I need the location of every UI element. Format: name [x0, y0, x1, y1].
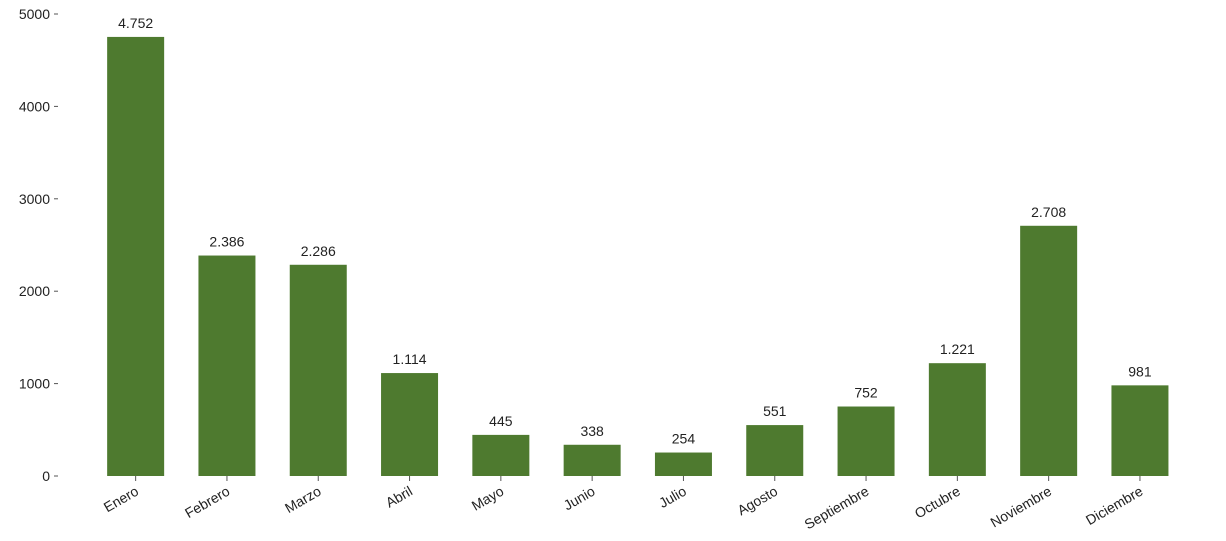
category-label: Abril [383, 483, 415, 511]
data-label: 254 [672, 431, 696, 447]
data-label: 551 [763, 403, 787, 419]
y-tick-label: 5000 [19, 6, 50, 22]
y-tick-label: 4000 [19, 98, 50, 114]
bar-septiembre [837, 406, 895, 476]
category-label: Octubre [912, 483, 963, 522]
data-label: 1.221 [940, 341, 975, 357]
bar-marzo [289, 264, 347, 476]
category-label: Julio [656, 483, 689, 511]
data-label: 445 [489, 413, 513, 429]
category-label: Febrero [182, 483, 233, 521]
data-labels: 4.752 2.386 2.286 1.114 445 338 254 551 752 1.221… [118, 15, 1152, 447]
category-label: Junio [561, 483, 598, 514]
data-label: 981 [1128, 363, 1152, 379]
category-label: Mayo [469, 483, 507, 514]
data-label: 338 [580, 423, 604, 439]
y-axis: 0 1000 2000 3000 4000 5000 [19, 6, 58, 484]
bar-diciembre [1111, 385, 1169, 476]
bar-enero [107, 36, 165, 477]
category-label: Agosto [734, 483, 780, 519]
data-label: 1.114 [393, 351, 427, 367]
y-tick-label: 0 [42, 468, 50, 484]
category-label: Marzo [282, 483, 324, 516]
bar-abril [381, 373, 439, 476]
category-label: Enero [101, 483, 142, 516]
y-tick-label: 2000 [19, 283, 50, 299]
bars [107, 36, 1169, 477]
data-label: 4.752 [118, 15, 153, 31]
y-tick-label: 1000 [19, 376, 50, 392]
data-label: 2.708 [1031, 204, 1066, 220]
category-label: Septiembre [802, 483, 872, 533]
bar-agosto [746, 425, 804, 476]
bar-febrero [198, 255, 256, 476]
bar-octubre [928, 363, 986, 476]
category-label: Diciembre [1083, 483, 1146, 528]
bar-noviembre [1020, 225, 1078, 476]
bar-mayo [472, 434, 530, 476]
bar-julio [654, 452, 712, 476]
category-label: Noviembre [988, 483, 1055, 531]
y-tick-label: 3000 [19, 191, 50, 207]
bar-junio [563, 444, 621, 476]
data-label: 752 [854, 385, 878, 401]
x-axis: Enero Febrero Marzo Abril Mayo Junio Julio Agos… [101, 476, 1146, 532]
data-label: 2.286 [301, 243, 336, 259]
data-label: 2.386 [209, 234, 244, 250]
